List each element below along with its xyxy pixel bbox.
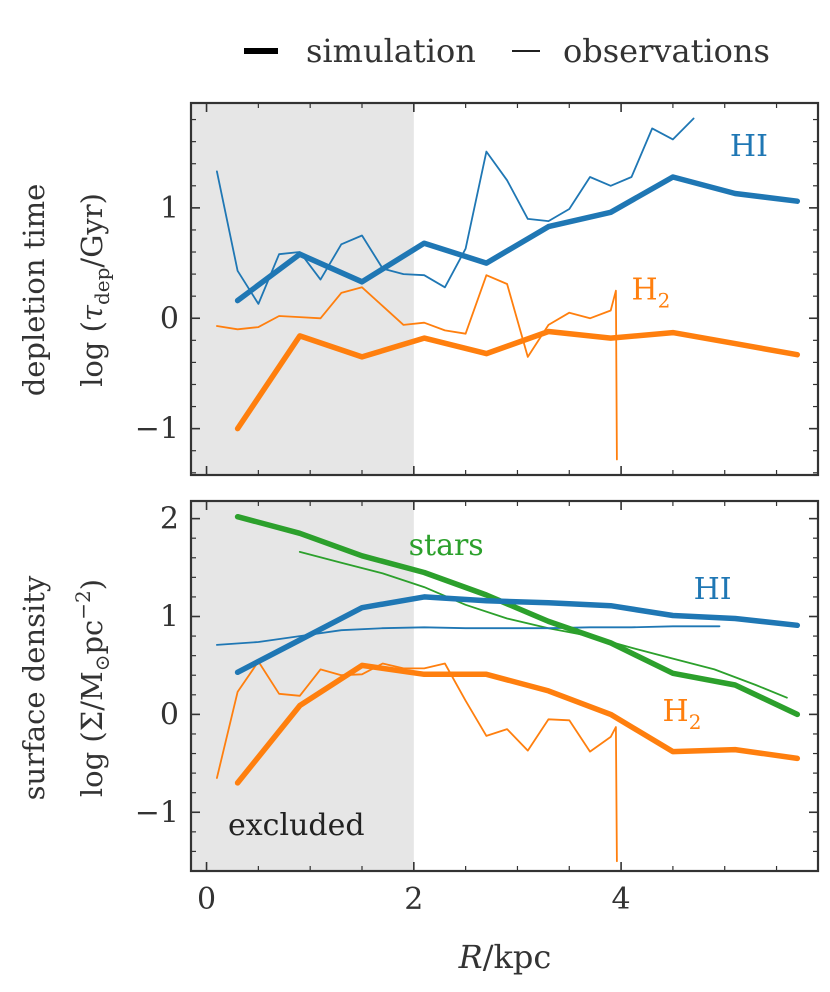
bot-ytick-label: 2 bbox=[160, 502, 179, 537]
bottom-series-group bbox=[215, 513, 801, 863]
bottom-ylabel-line1: surface density bbox=[17, 575, 51, 800]
panel-depletion-time: −1 0 1 HI H2 depletion time log (τdep/Gyr) bbox=[17, 101, 820, 477]
top-ylabel-line1: depletion time bbox=[17, 184, 51, 397]
x-axis-label: R/kpc bbox=[458, 938, 552, 976]
xtick-label: 2 bbox=[404, 882, 423, 917]
legend-observations-label: observations bbox=[563, 32, 770, 70]
bot-ytick-label: −1 bbox=[135, 795, 179, 830]
bot-ytick-label: 1 bbox=[160, 600, 179, 635]
legend-simulation-label: simulation bbox=[306, 32, 476, 70]
bot-H2_sim-line bbox=[234, 662, 801, 786]
top-H2_obs-line bbox=[215, 274, 618, 461]
bot-ytick-label: 0 bbox=[160, 697, 179, 732]
bot-label-h2: H2 bbox=[663, 694, 702, 734]
top-ticks-group: −1 0 1 bbox=[135, 103, 818, 475]
xtick-label: 4 bbox=[612, 882, 631, 917]
legend: simulation observations bbox=[244, 32, 770, 70]
bot-H2_obs-line bbox=[215, 660, 618, 863]
top-ytick-label: 0 bbox=[160, 301, 179, 336]
top-H2_sim-line bbox=[234, 328, 801, 432]
top-ylabel-line2: log (τdep/Gyr) bbox=[75, 193, 114, 387]
bottom-frame bbox=[189, 499, 820, 873]
panel-surface-density: −1 0 1 2 0 2 4 stars HI H2 excluded surface dens… bbox=[17, 499, 820, 976]
top-curve-labels: HI H2 bbox=[631, 129, 767, 313]
bottom-curve-labels: stars HI H2 bbox=[409, 528, 732, 734]
top-HI_sim-line bbox=[234, 174, 801, 304]
excluded-label: excluded bbox=[228, 808, 365, 843]
top-ytick-label: −1 bbox=[135, 412, 179, 447]
top-ytick-label: 1 bbox=[160, 191, 179, 226]
top-label-hi: HI bbox=[730, 129, 768, 164]
bottom-ylabel-line2: log (Σ/M⊙pc−2) bbox=[71, 579, 114, 797]
bot-HI_sim-line bbox=[234, 594, 801, 676]
top-excluded-region bbox=[191, 103, 414, 475]
bottom-excluded-region bbox=[191, 501, 414, 871]
bot-HI_obs-line bbox=[215, 625, 721, 646]
bot-label-hi: HI bbox=[694, 572, 732, 607]
bot-stars_sim-line bbox=[234, 513, 801, 718]
xtick-label: 0 bbox=[197, 882, 216, 917]
bot-label-stars: stars bbox=[409, 528, 484, 563]
top-series-group bbox=[215, 117, 801, 461]
top-HI_obs-line bbox=[215, 117, 695, 305]
top-label-h2: H2 bbox=[631, 272, 670, 312]
top-frame bbox=[189, 101, 820, 477]
